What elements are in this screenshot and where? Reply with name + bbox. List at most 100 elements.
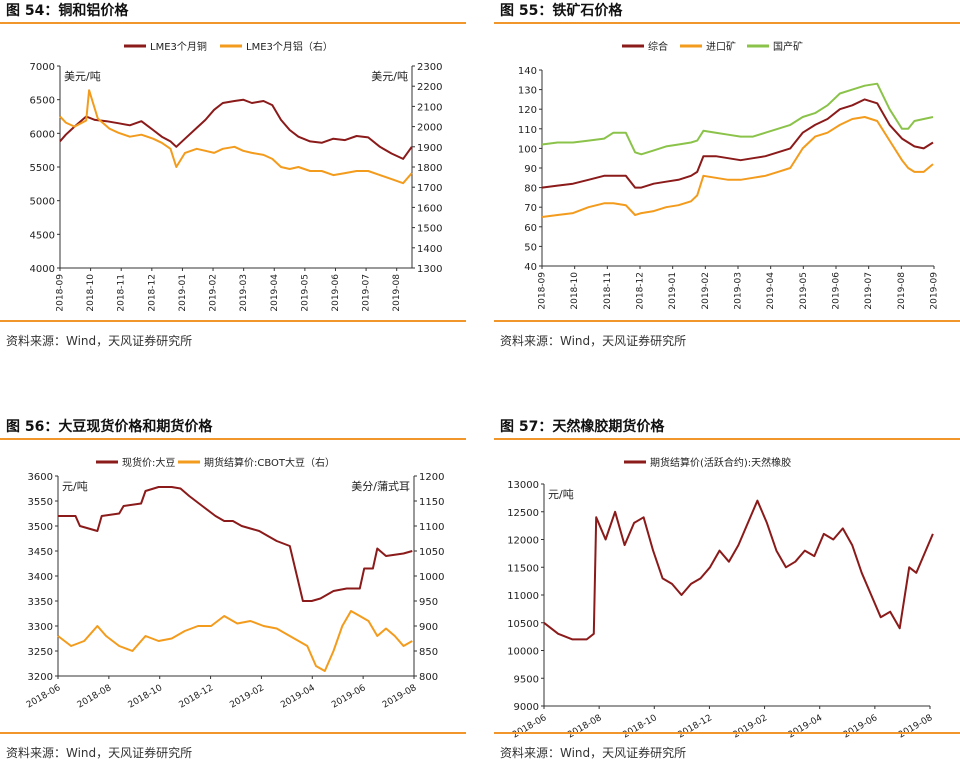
y-tick-label-right: 1300 [417,264,442,275]
x-tick-label: 2019-02 [209,274,219,312]
chart-title: 图 55：铁矿石价格 [500,3,623,19]
x-tick-label: 2018-12 [178,683,216,710]
y-tick-label-right: 1800 [417,163,442,174]
y-tick-label: 3350 [28,597,53,608]
x-tick-label: 2019-09 [930,272,940,310]
x-tick-label: 2018-06 [511,713,549,741]
x-tick-label: 2019-01 [668,272,678,310]
y-tick-label: 9500 [514,674,539,685]
legend-label: 现货价:大豆 [122,456,175,469]
chart-title: 图 57：天然橡胶期货价格 [500,419,665,435]
y-tick-label: 11500 [507,563,539,574]
y-unit-left: 元/吨 [548,488,574,501]
panel-soybean: 图 56：大豆现货价格和期货价格 3200 3250 3300 3350 3400 345… [0,416,470,768]
divider [0,320,466,322]
x-tick-label: 2019-06 [330,683,368,711]
y-tick-label: 110 [518,125,537,136]
x-tick-label: 2019-06 [832,272,842,310]
y-tick-label: 3500 [28,522,53,533]
x-tick-label: 2018-12 [147,274,157,312]
y-tick-label: 4500 [30,230,55,241]
legend-label: 综合 [648,40,668,53]
x-tick-label: 2018-08 [76,683,114,711]
x-tick-label: 2019-02 [701,272,711,310]
y-tick-label: 7000 [30,62,55,73]
y-tick-label: 12000 [507,536,539,547]
rubber-chart: 9000 9500 10000 10500 11000 11500 12000 12500 13… [507,456,935,741]
y-tick-label-right: 1700 [417,183,442,194]
x-tick-label: 2018-11 [603,272,613,310]
x-tick-label: 2019-08 [392,274,402,312]
y-tick-label-right: 950 [419,597,438,608]
chart-title: 图 56：大豆现货价格和期货价格 [6,419,213,435]
y-tick-label: 4000 [30,264,55,275]
x-tick-label: 2018-06 [25,683,63,711]
y-tick-label: 6500 [30,96,55,107]
y-unit-left: 美元/吨 [64,70,101,83]
y-tick-label: 6000 [30,129,55,140]
y-tick-label: 100 [518,144,537,155]
panel-iron-ore: 图 55：铁矿石价格 40 50 60 70 80 90 100 110 120 130 140 20… [494,0,960,360]
x-tick-label: 2018-10 [86,274,96,312]
divider [494,732,960,734]
series-line-0 [58,486,413,602]
source-note: 资料来源：Wind，天风证券研究所 [500,746,687,760]
panel-rubber: 图 57：天然橡胶期货价格 9000 9500 10000 10500 11000 115… [494,416,960,768]
y-tick-label-right: 1050 [419,547,444,558]
y-tick-label: 3200 [28,672,53,683]
legend-label: LME3个月铜 [150,41,207,53]
y-tick-label: 5500 [30,163,55,174]
legend-label: 期货结算价(活跃合约):天然橡胶 [650,456,791,469]
y-tick-label: 80 [524,184,537,195]
y-tick-label-right: 1100 [419,522,444,533]
y-tick-label: 120 [518,105,537,116]
divider [0,22,466,24]
y-tick-label-right: 2300 [417,62,442,73]
legend-label: 进口矿 [706,40,736,53]
divider [494,438,960,440]
y-tick-label: 140 [518,66,537,77]
divider [494,320,960,322]
y-tick-label: 60 [524,223,537,234]
y-tick-label: 50 [524,242,537,253]
y-tick-label-right: 2000 [417,123,442,134]
y-tick-label: 11000 [507,591,539,602]
source-note: 资料来源：Wind，天风证券研究所 [6,334,193,348]
y-tick-label: 90 [524,164,537,175]
x-tick-label: 2018-10 [621,713,659,741]
y-tick-label-right: 850 [419,647,438,658]
x-tick-label: 2019-07 [362,274,372,312]
x-tick-label: 2019-07 [864,272,874,310]
source-note: 资料来源：Wind，天风证券研究所 [500,334,687,348]
y-tick-label: 12500 [507,508,539,519]
x-tick-label: 2019-03 [734,272,744,310]
series-line-1 [59,89,413,185]
series-line-0 [59,98,413,160]
y-tick-label: 10000 [507,647,539,658]
series-line-1 [57,610,413,672]
y-tick-label: 13000 [507,480,539,491]
x-tick-label: 2018-12 [636,272,646,310]
source-note: 资料来源：Wind，天风证券研究所 [6,746,193,760]
legend-label: 期货结算价:CBOT大豆（右） [204,456,335,469]
legend-label: LME3个月铝（右） [246,40,333,53]
y-tick-label: 3250 [28,647,53,658]
y-tick-label-right: 2200 [417,82,442,93]
y-tick-label-right: 1000 [419,572,444,583]
x-tick-label: 2019-03 [239,274,249,312]
y-tick-label-right: 1600 [417,203,442,214]
x-tick-label: 2019-05 [799,272,809,310]
y-tick-label: 3550 [28,497,53,508]
series-line-0 [541,98,934,189]
divider [0,732,466,734]
x-tick-label: 2019-06 [842,713,880,741]
x-tick-label: 2018-09 [56,274,66,312]
x-tick-label: 2018-09 [538,272,548,310]
y-tick-label: 9000 [514,702,539,713]
y-tick-label-right: 1400 [417,244,442,255]
y-tick-label: 3450 [28,547,53,558]
series-line-0 [543,499,934,641]
y-tick-label: 3600 [28,472,53,483]
y-tick-label: 3400 [28,572,53,583]
y-tick-label: 3300 [28,622,53,633]
